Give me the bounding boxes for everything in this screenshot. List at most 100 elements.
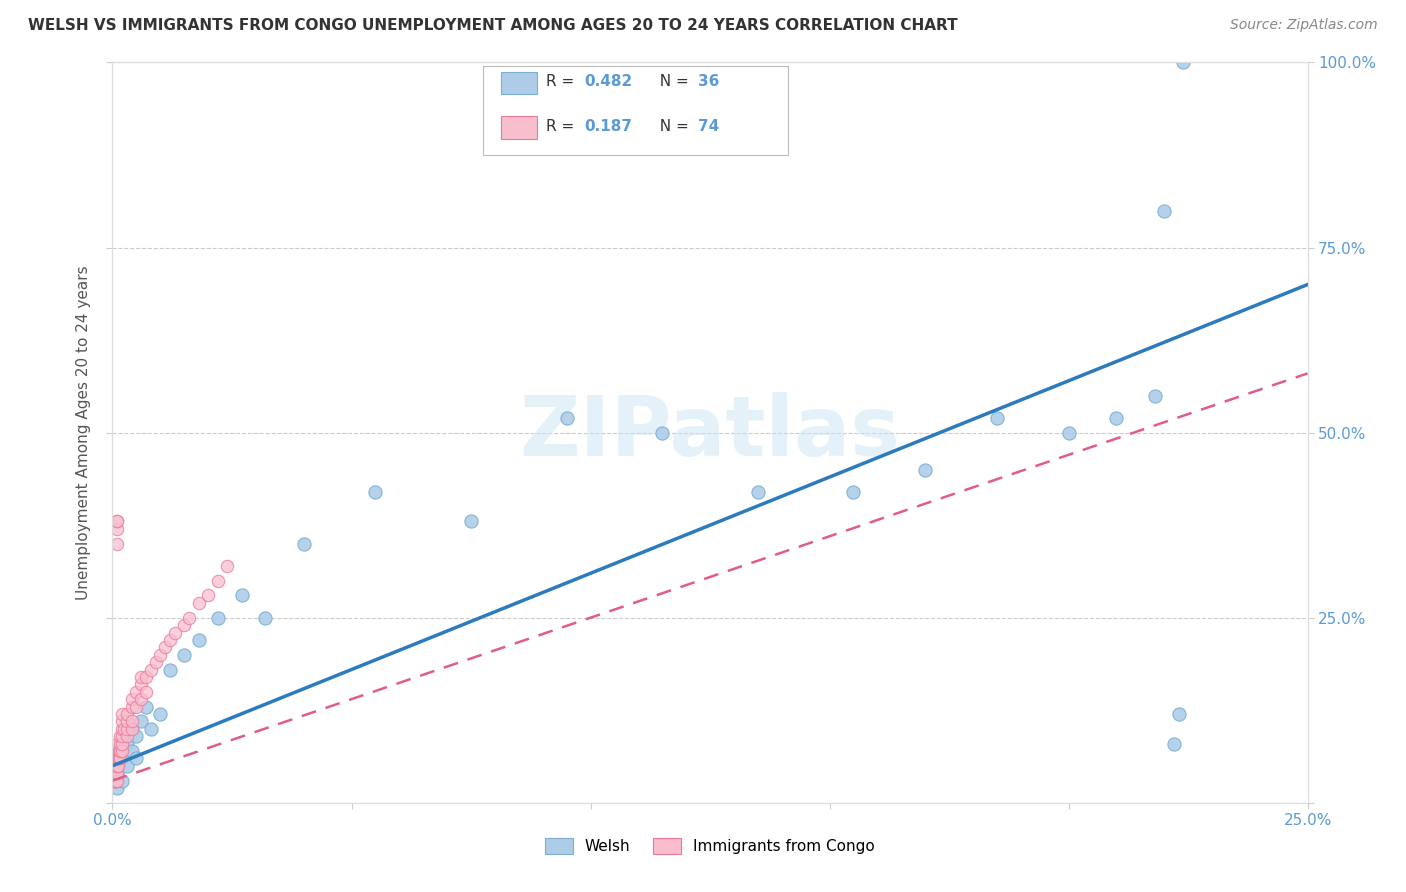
Point — [105, 766, 128, 780]
Point — [1143, 388, 1166, 402]
Point — [129, 692, 152, 706]
Point — [1153, 203, 1175, 218]
Point — [651, 425, 673, 440]
Point — [111, 706, 134, 721]
Point — [149, 648, 172, 662]
Point — [104, 766, 127, 780]
Point — [139, 663, 162, 677]
Point — [105, 751, 128, 765]
Point — [104, 773, 127, 788]
Text: WELSH VS IMMIGRANTS FROM CONGO UNEMPLOYMENT AMONG AGES 20 TO 24 YEARS CORRELATIO: WELSH VS IMMIGRANTS FROM CONGO UNEMPLOYM… — [28, 18, 957, 33]
Point — [292, 536, 315, 550]
Point — [105, 522, 128, 536]
Point — [135, 699, 157, 714]
Point — [173, 648, 195, 662]
Point — [115, 729, 138, 743]
Point — [159, 632, 181, 647]
Text: 74: 74 — [699, 119, 720, 134]
Point — [111, 744, 134, 758]
Point — [145, 655, 167, 669]
Point — [149, 706, 172, 721]
Point — [103, 766, 125, 780]
Y-axis label: Unemployment Among Ages 20 to 24 years: Unemployment Among Ages 20 to 24 years — [76, 265, 91, 600]
Point — [105, 766, 128, 780]
Point — [114, 722, 135, 736]
FancyBboxPatch shape — [484, 66, 787, 155]
Point — [103, 773, 125, 788]
Text: R =: R = — [547, 119, 579, 134]
Text: Source: ZipAtlas.com: Source: ZipAtlas.com — [1230, 18, 1378, 32]
Point — [105, 780, 128, 795]
Point — [105, 773, 128, 788]
Point — [107, 744, 129, 758]
Point — [103, 758, 125, 772]
FancyBboxPatch shape — [501, 117, 537, 138]
Point — [104, 766, 127, 780]
Point — [217, 558, 239, 573]
Point — [159, 663, 181, 677]
Point — [115, 714, 138, 729]
FancyBboxPatch shape — [501, 72, 537, 95]
Point — [103, 773, 125, 788]
Text: 36: 36 — [699, 74, 720, 89]
Point — [187, 596, 209, 610]
Point — [107, 751, 129, 765]
Point — [105, 536, 128, 550]
Point — [173, 618, 195, 632]
Point — [986, 410, 1008, 425]
Point — [105, 737, 128, 751]
Point — [107, 758, 129, 772]
Point — [231, 589, 253, 603]
Point — [105, 515, 128, 529]
Point — [105, 515, 128, 529]
Point — [105, 766, 128, 780]
Point — [115, 706, 138, 721]
Point — [104, 758, 127, 772]
Point — [108, 744, 131, 758]
Point — [1167, 706, 1189, 721]
Point — [163, 625, 186, 640]
Point — [153, 640, 176, 655]
Point — [111, 722, 134, 736]
Point — [135, 670, 157, 684]
Point — [121, 692, 143, 706]
Point — [104, 773, 127, 788]
Point — [364, 484, 387, 499]
Point — [121, 744, 143, 758]
Point — [103, 766, 125, 780]
Point — [104, 773, 127, 788]
Point — [111, 714, 134, 729]
Point — [108, 751, 131, 765]
Text: 0.482: 0.482 — [585, 74, 633, 89]
Point — [129, 714, 152, 729]
Point — [207, 574, 229, 588]
Point — [129, 670, 152, 684]
Point — [108, 737, 131, 751]
Text: N =: N = — [651, 74, 695, 89]
Text: 0.187: 0.187 — [585, 119, 633, 134]
Point — [115, 722, 138, 736]
Point — [121, 714, 143, 729]
Point — [105, 758, 128, 772]
Point — [115, 737, 138, 751]
Point — [1105, 410, 1128, 425]
Point — [207, 610, 229, 624]
Point — [914, 462, 936, 476]
Point — [103, 758, 125, 772]
Point — [111, 773, 134, 788]
Point — [121, 722, 143, 736]
Point — [125, 751, 148, 765]
Point — [135, 685, 157, 699]
Point — [1057, 425, 1080, 440]
Point — [105, 773, 128, 788]
Point — [115, 758, 138, 772]
Point — [104, 766, 127, 780]
Point — [139, 722, 162, 736]
Point — [125, 699, 148, 714]
Point — [104, 758, 127, 772]
Point — [177, 610, 200, 624]
Point — [108, 729, 131, 743]
Point — [1173, 55, 1195, 70]
Legend: Welsh, Immigrants from Congo: Welsh, Immigrants from Congo — [546, 838, 875, 855]
Point — [187, 632, 209, 647]
